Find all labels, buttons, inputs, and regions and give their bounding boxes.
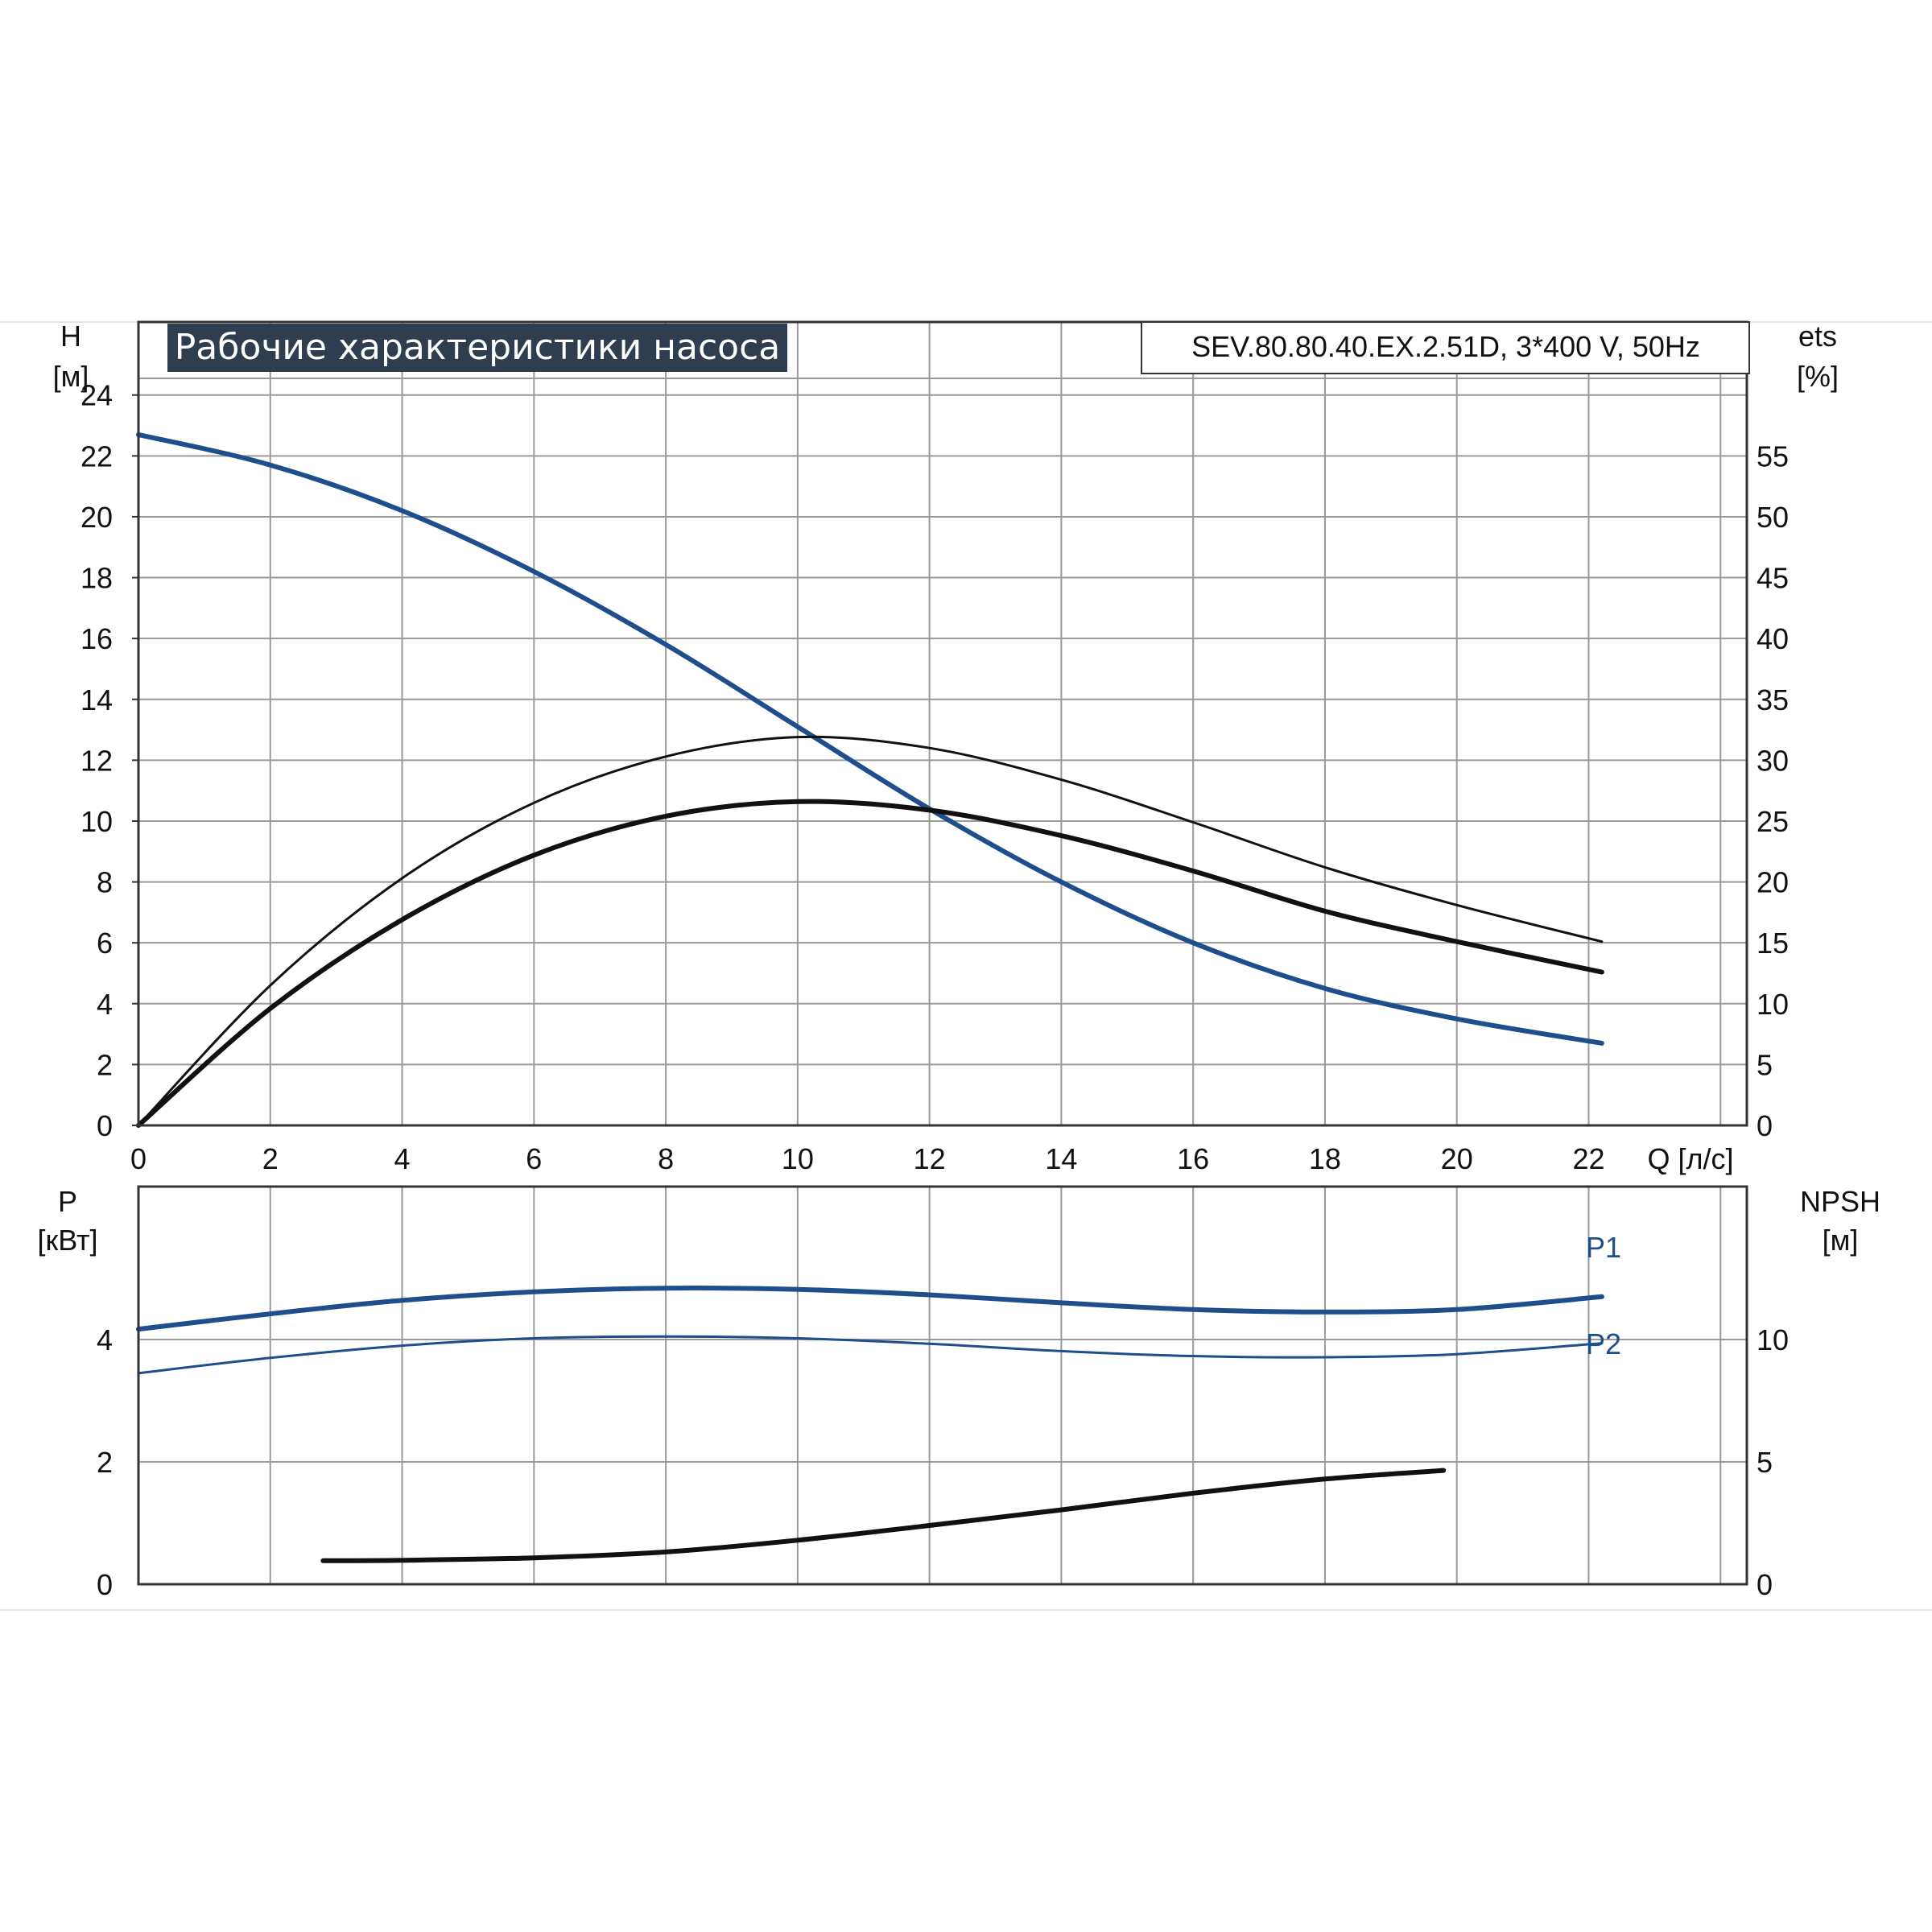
efficiency-axis-label: ets [1798,320,1837,353]
npsh-axis-label: NPSH [1800,1185,1880,1218]
efficiency-curve-thin [137,735,1604,1127]
flow-tick-label: 16 [1177,1142,1209,1175]
head-tick-label: 4 [97,988,113,1021]
flow-tick-label: 14 [1045,1142,1077,1175]
efficiency-tick-label: 15 [1757,927,1789,960]
flow-tick-label: 4 [394,1142,411,1175]
npsh-tick-label: 5 [1757,1446,1773,1479]
efficiency-tick-label: 45 [1757,562,1789,595]
head-grid [138,322,1747,1125]
npsh-curve [320,1468,1447,1563]
head-tick-label: 24 [80,379,113,412]
npsh-tick-label: 10 [1757,1323,1789,1356]
flow-tick-label: 10 [782,1142,814,1175]
flow-tick-label: 2 [262,1142,279,1175]
power-grid [138,1187,1747,1584]
head-axis-label: H [60,320,81,353]
flow-tick-label: 8 [658,1142,674,1175]
head-efficiency-series [136,431,1604,1128]
head-tick-label: 8 [97,866,113,899]
efficiency-tick-label: 30 [1757,744,1789,777]
head-axis-unit: [м] [53,360,89,393]
efficiency-tick-label: 25 [1757,805,1789,838]
power-tick-label: 0 [97,1568,113,1601]
power-tick-labels: 0 2 4 0 5 10 [97,1323,1789,1601]
npsh-tick-label: 0 [1757,1568,1773,1601]
title-box [167,324,787,372]
power-axis-label: P [58,1185,77,1218]
flow-tick-label: 0 [130,1142,147,1175]
head-tick-label: 20 [80,501,113,534]
p1-curve [136,1286,1604,1332]
power-npsh-series [136,1286,1604,1563]
head-tick-label: 14 [80,683,113,716]
efficiency-tick-label: 0 [1757,1109,1773,1142]
flow-axis-label: Q [л/с] [1647,1142,1733,1175]
efficiency-curve-bold [136,799,1604,1128]
power-tick-label: 2 [97,1446,113,1479]
npsh-axis-unit: [м] [1823,1224,1859,1257]
efficiency-tick-label: 20 [1757,866,1789,899]
flow-tick-label: 22 [1572,1142,1604,1175]
efficiency-tick-label: 55 [1757,440,1789,473]
model-label: SEV.80.80.40.EX.2.51D, 3*400 V, 50Hz [1191,330,1700,363]
efficiency-axis-unit: [%] [1797,360,1839,393]
head-tick-labels: 0246810121416182022240510152025303540455… [80,379,1789,1175]
p2-curve [137,1335,1604,1375]
p1-series-label: P1 [1586,1231,1621,1264]
p2-series-label: P2 [1586,1327,1621,1360]
flow-tick-label: 12 [914,1142,946,1175]
head-tick-label: 16 [80,622,113,655]
chart-title: Рабочие характеристики насоса [175,327,780,368]
head-tick-label: 18 [80,562,113,595]
head-tick-label: 6 [97,927,113,960]
power-axis-unit: [кВт] [37,1224,97,1257]
head-tick-label: 10 [80,805,113,838]
head-tick-label: 0 [97,1109,113,1142]
head-plot-frame [137,320,1748,1127]
head-curve [136,431,1604,1046]
efficiency-tick-label: 35 [1757,683,1789,716]
head-tick-label: 22 [80,440,113,473]
flow-tick-label: 6 [526,1142,542,1175]
power-plot-frame [137,1185,1748,1586]
head-tick-label: 2 [97,1048,113,1081]
flow-tick-label: 18 [1309,1142,1341,1175]
head-tick-label: 12 [80,744,113,777]
efficiency-tick-label: 40 [1757,622,1789,655]
flow-tick-label: 20 [1441,1142,1473,1175]
power-tick-label: 4 [97,1323,113,1356]
efficiency-tick-label: 50 [1757,501,1789,534]
efficiency-tick-label: 5 [1757,1048,1773,1081]
model-box [1141,321,1750,374]
efficiency-tick-label: 10 [1757,988,1789,1021]
